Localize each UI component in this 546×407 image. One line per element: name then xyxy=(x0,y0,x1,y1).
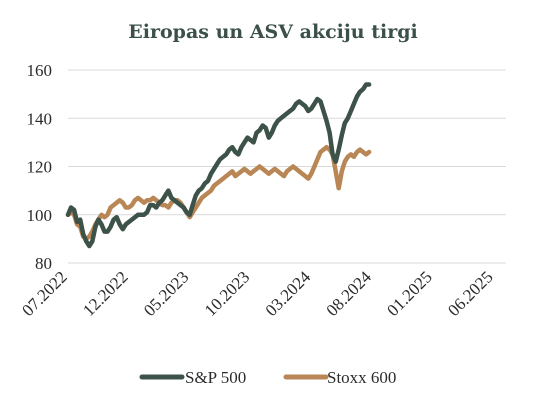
gridlines xyxy=(68,69,506,264)
legend-label-stoxx600: Stoxx 600 xyxy=(327,368,396,387)
x-tick-label: 12.2022 xyxy=(79,267,132,320)
x-axis-ticks: 07.2022 12.2022 05.2023 10.2023 03.2024 08.20… xyxy=(18,267,496,320)
series-lines xyxy=(65,82,372,249)
x-tick-label: 07.2022 xyxy=(18,267,71,320)
x-tick-label: 01.2025 xyxy=(383,267,436,320)
y-axis-ticks: 80 100 120 140 160 xyxy=(27,61,53,273)
y-tick-label: 120 xyxy=(27,158,53,177)
x-tick-label: 10.2023 xyxy=(201,267,254,320)
y-tick-label: 140 xyxy=(27,109,53,128)
x-tick-label: 03.2024 xyxy=(262,267,315,320)
x-tick-label: 08.2024 xyxy=(322,267,375,320)
series-line-stoxx600 xyxy=(65,144,372,242)
x-tick-label: 05.2023 xyxy=(140,267,193,320)
y-tick-label: 100 xyxy=(27,206,53,225)
legend: S&P 500 Stoxx 600 xyxy=(139,368,396,387)
x-tick-label: 06.2025 xyxy=(444,267,497,320)
y-tick-label: 160 xyxy=(27,61,53,80)
y-tick-label: 80 xyxy=(35,254,52,273)
series-line-sp500 xyxy=(65,82,372,249)
chart-title: Eiropas un ASV akciju tirgi xyxy=(128,21,417,43)
legend-label-sp500: S&P 500 xyxy=(185,368,246,387)
